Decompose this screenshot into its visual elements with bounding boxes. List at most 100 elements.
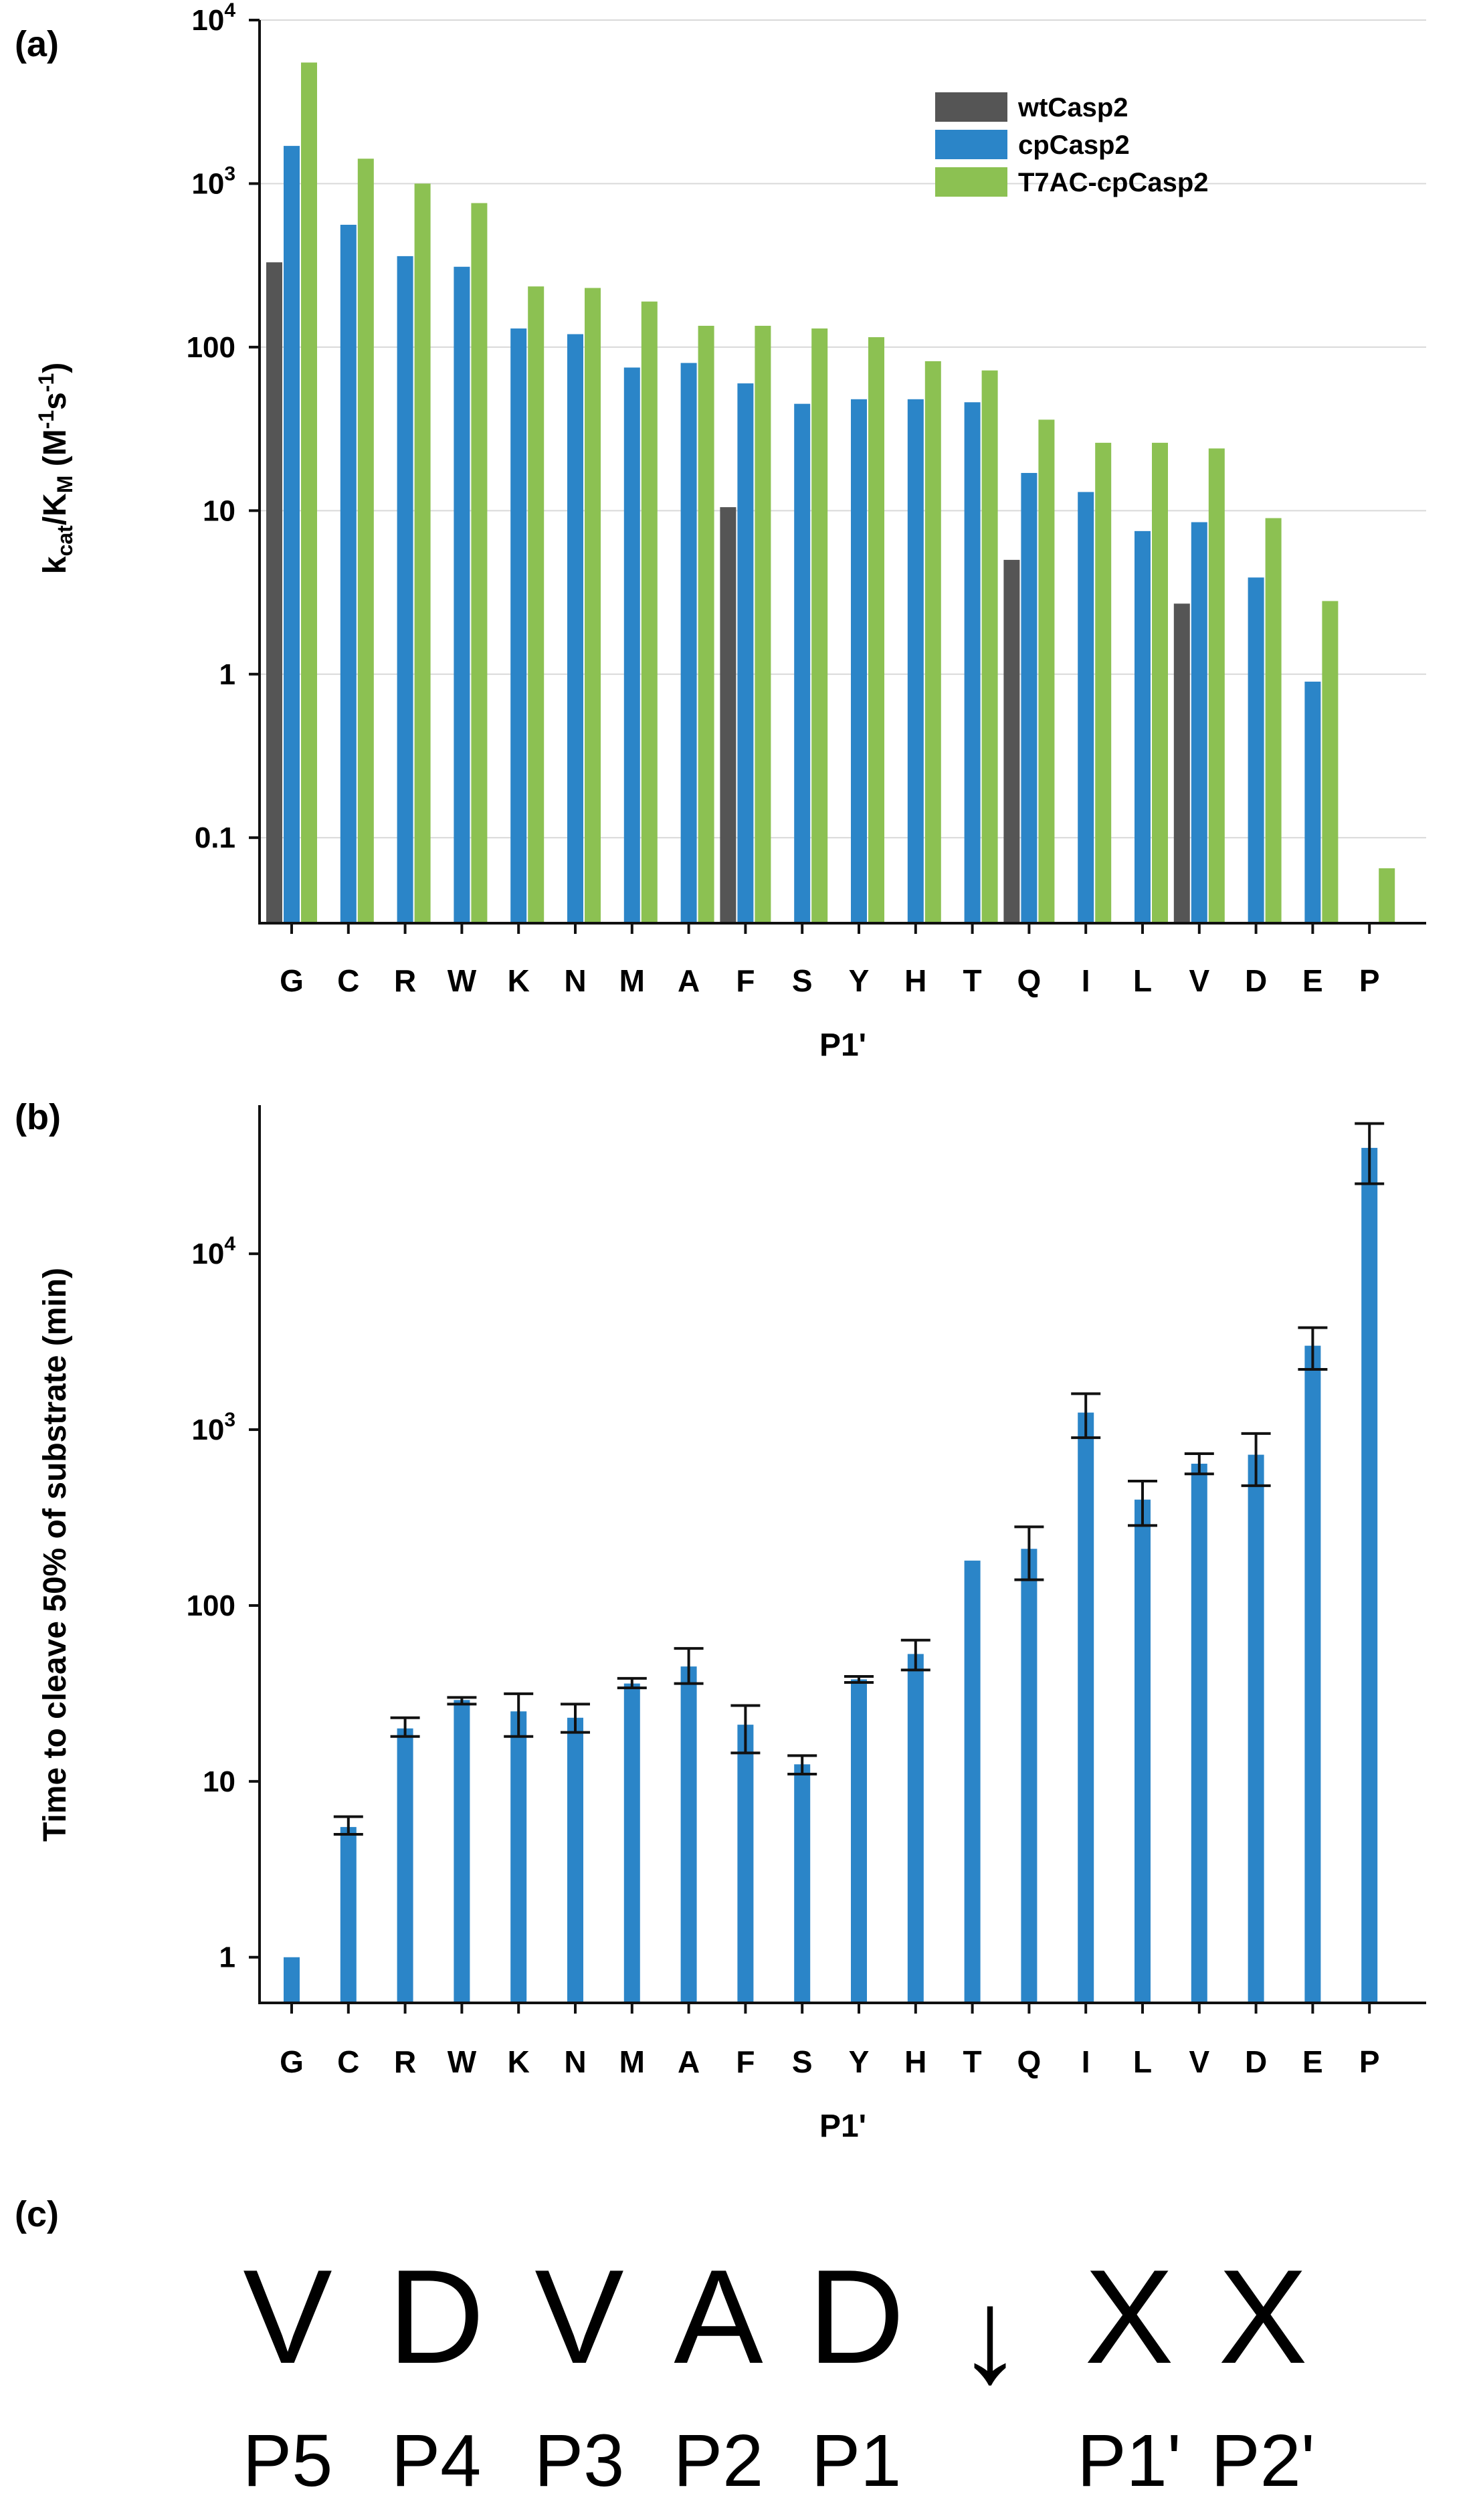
bar-cpcasp2-G [284,146,300,924]
bar-N [567,1717,583,2003]
bar-Y [851,1679,867,2003]
bar-t7ac-cpcasp2-M [641,301,658,924]
x-tick-label-D: D [1245,963,1267,998]
bar-cpcasp2-F [737,383,754,923]
x-tick-label-D: D [1245,2044,1267,2079]
legend-label-t7ac-cpcasp2: T7AC-cpCasp2 [1018,168,1209,197]
x-tick-label-P: P [1359,963,1380,998]
bar-E [1304,1345,1321,2003]
bar-t7ac-cpcasp2-V [1208,448,1225,923]
chart-b-x-axis-title: P1' [819,2109,866,2144]
bar-cpcasp2-I [1078,492,1094,923]
x-tick-label-C: C [337,2044,359,2079]
position-label-p3: P3 [534,2420,625,2502]
x-tick-label-N: N [564,2044,586,2079]
x-tick-label-M: M [619,963,645,998]
x-tick-label-F: F [736,2044,755,2079]
chart-b-bars [284,1147,1378,2003]
bar-V [1191,1464,1207,2003]
bar-t7ac-cpcasp2-G [301,62,317,923]
bar-cpcasp2-S [794,403,811,923]
sequence-residue: D [388,2242,484,2392]
bar-wtcasp2-F [720,507,736,923]
x-tick-label-L: L [1133,963,1152,998]
legend-swatch-cpcasp2 [935,130,1007,159]
chart-b-y-axis-title: Time to cleave 50% of substrate (min) [37,1268,73,1842]
bar-Q [1021,1549,1038,2003]
sequence-residue: A [674,2242,763,2392]
x-tick-label-R: R [394,963,416,998]
x-tick-label-I: I [1082,963,1090,998]
chart-a-bars [266,62,1395,924]
y-tick-label: 100 [187,1589,235,1622]
bar-cpcasp2-M [623,367,640,923]
error-bar-Q [1014,1525,1044,1581]
chart-b-error-bars [333,1122,1385,1836]
panel-label-a: (a) [15,24,59,64]
bar-t7ac-cpcasp2-A [698,326,714,924]
error-bar-D [1241,1432,1271,1487]
error-bar-V [1184,1452,1214,1476]
chart-a-legend: wtCasp2 cpCasp2 T7AC-cpCasp2 [935,92,1209,197]
x-tick-label-H: H [904,963,926,998]
cleavage-sequence: V P5 D P4 V P3 A P2 D P1 ↓ X P1' X P2' [243,2242,1315,2502]
sequence-residue: X [1218,2242,1307,2392]
bar-t7ac-cpcasp2-T [981,370,998,923]
legend-swatch-t7ac-cpcasp2 [935,167,1007,197]
bar-cpcasp2-A [680,363,697,923]
x-tick-label-T: T [963,2044,982,2079]
bar-t7ac-cpcasp2-L [1152,442,1168,923]
x-tick-label-M: M [619,2044,645,2079]
cleavage-arrow: ↓ [957,2261,1023,2410]
y-tick-label: 104 [191,1233,235,1270]
y-tick-label: 103 [191,1409,235,1446]
x-tick-label-Y: Y [849,2044,870,2079]
bar-S [794,1764,811,2003]
y-tick-label: 103 [191,163,235,200]
bar-cpcasp2-Q [1021,472,1038,923]
bar-t7ac-cpcasp2-C [357,159,374,923]
chart-a-y-axis-title: kcat/KM (M-1s-1) [34,363,77,575]
x-tick-label-W: W [448,2044,477,2079]
sequence-residue: X [1084,2242,1173,2392]
y-tick-label: 10 [203,1765,235,1798]
bar-W [454,1700,470,2003]
legend-swatch-wtcasp2 [935,92,1007,122]
bar-t7ac-cpcasp2-S [811,328,828,923]
y-tick-label: 1 [219,658,235,691]
x-tick-label-S: S [792,963,813,998]
bar-cpcasp2-W [454,266,470,923]
bar-cpcasp2-C [340,224,357,923]
bar-D [1248,1454,1264,2003]
bar-T [964,1560,981,2003]
y-tick-label: 100 [187,331,235,364]
bar-t7ac-cpcasp2-I [1095,442,1112,923]
x-tick-label-Y: Y [849,963,870,998]
x-tick-label-Q: Q [1017,963,1042,998]
error-bar-S [787,1754,817,1775]
y-tick-label: 10 [203,494,235,527]
y-tick-label: 0.1 [195,821,235,854]
position-label-p1: P1 [811,2420,902,2502]
bar-cpcasp2-L [1135,530,1151,923]
error-bar-M [617,1676,647,1690]
bar-cpcasp2-T [964,402,981,923]
x-tick-label-T: T [963,963,982,998]
position-label-p4: P4 [391,2420,482,2502]
error-bar-C [333,1815,363,1836]
x-tick-label-E: E [1302,2044,1323,2079]
x-tick-label-A: A [678,2044,700,2079]
error-bar-I [1071,1392,1101,1440]
bar-t7ac-cpcasp2-R [414,183,431,923]
bar-cpcasp2-R [397,256,413,923]
sequence-residue: D [808,2242,904,2392]
y-tick-label: 104 [191,0,235,37]
bar-t7ac-cpcasp2-K [528,286,545,923]
bar-cpcasp2-N [567,334,583,923]
x-tick-label-C: C [337,963,359,998]
bar-F [737,1725,754,2003]
bar-cpcasp2-K [510,328,527,923]
